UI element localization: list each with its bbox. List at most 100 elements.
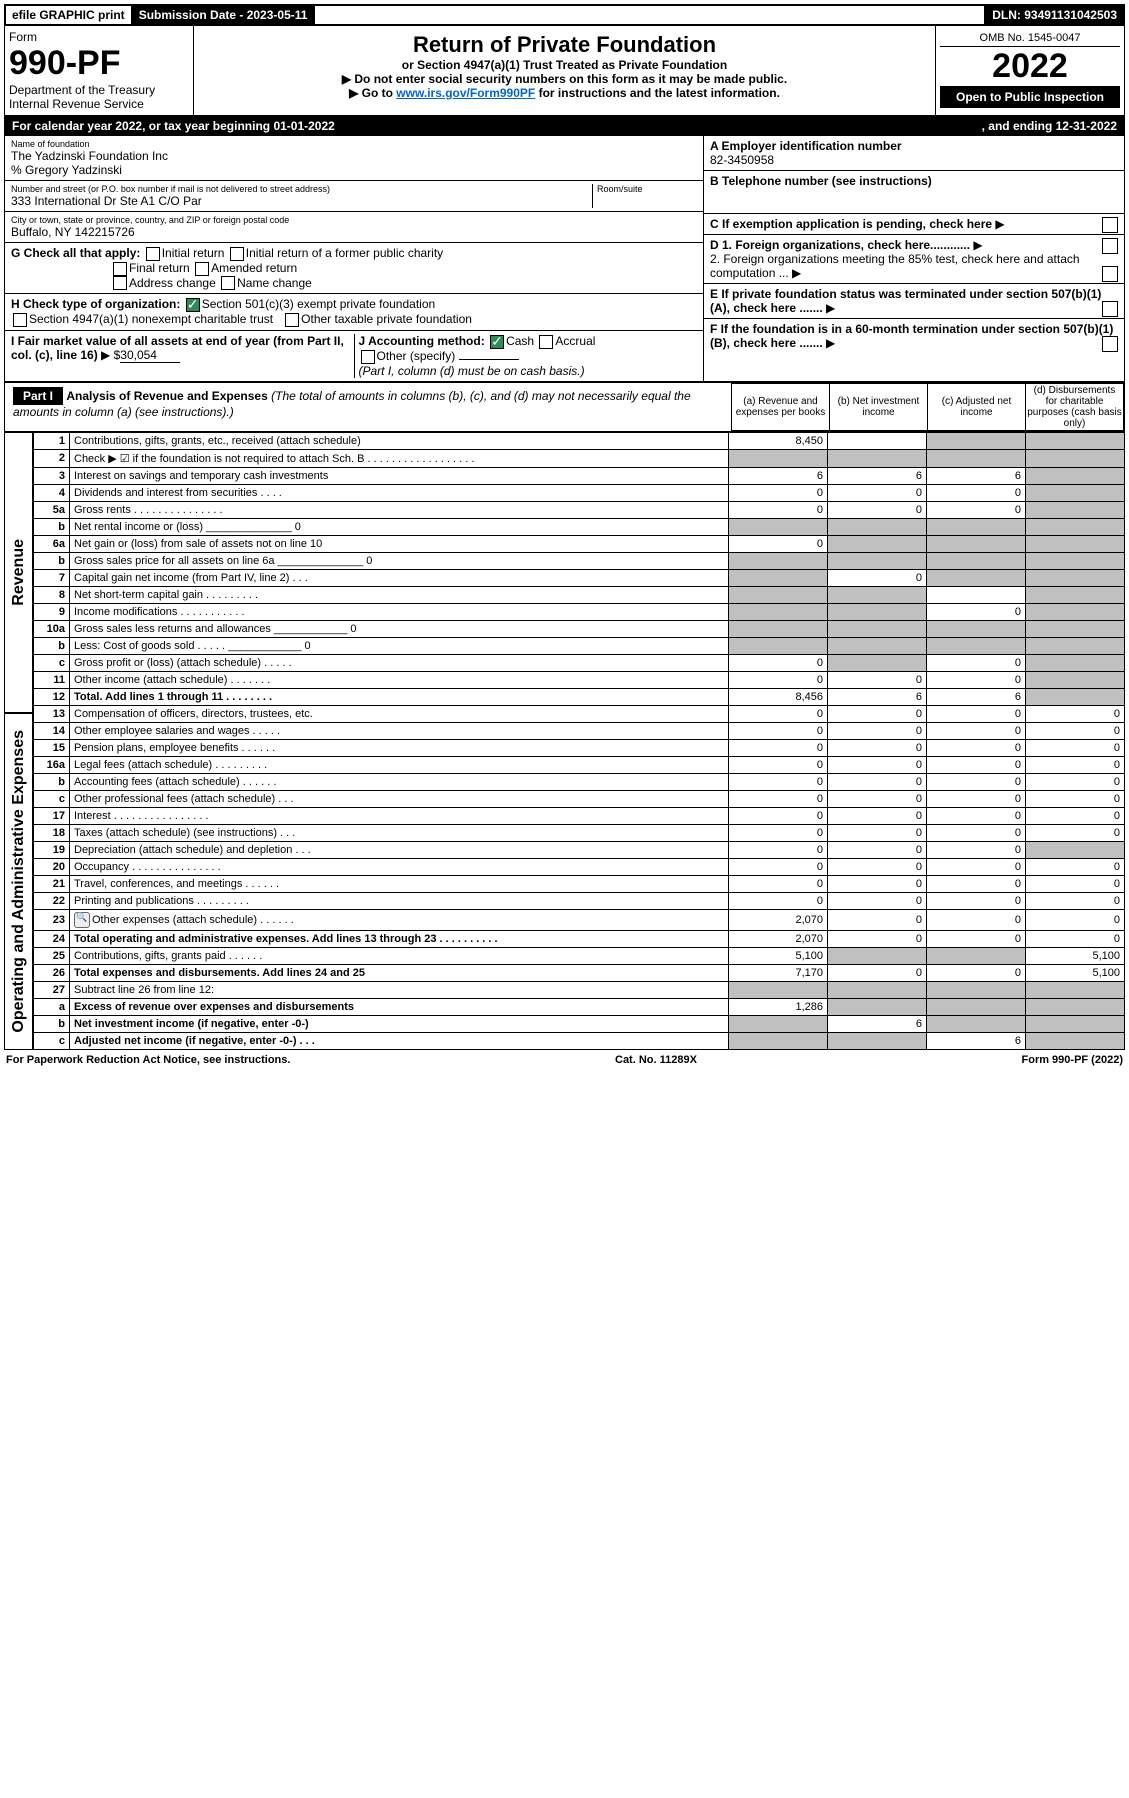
cell-d: 0 xyxy=(1026,722,1125,739)
cell-c: 0 xyxy=(927,484,1026,501)
attachment-icon[interactable] xyxy=(74,912,90,928)
cb-final-return[interactable] xyxy=(113,262,127,276)
cell-b xyxy=(828,586,927,603)
cb-501c3[interactable] xyxy=(186,298,200,312)
table-row: 10aGross sales less returns and allowanc… xyxy=(33,620,1125,637)
G-label: G Check all that apply: xyxy=(11,246,140,260)
cell-d xyxy=(1026,654,1125,671)
cell-b xyxy=(828,1032,927,1049)
cell-b: 0 xyxy=(828,909,927,930)
cell-c: 0 xyxy=(927,654,1026,671)
table-row: 12Total. Add lines 1 through 11 . . . . … xyxy=(33,688,1125,705)
cell-d xyxy=(1026,671,1125,688)
cell-a xyxy=(729,637,828,654)
cell-b: 0 xyxy=(828,501,927,518)
row-label: Accounting fees (attach schedule) . . . … xyxy=(70,773,729,790)
cb-name-change[interactable] xyxy=(221,276,235,290)
row-label: Gross rents . . . . . . . . . . . . . . … xyxy=(70,501,729,518)
table-row: 16aLegal fees (attach schedule) . . . . … xyxy=(33,756,1125,773)
row-label: Total. Add lines 1 through 11 . . . . . … xyxy=(70,688,729,705)
cell-d xyxy=(1026,998,1125,1015)
table-row: 5aGross rents . . . . . . . . . . . . . … xyxy=(33,501,1125,518)
row-label: Subtract line 26 from line 12: xyxy=(70,981,729,998)
table-row: cOther professional fees (attach schedul… xyxy=(33,790,1125,807)
cell-c xyxy=(927,586,1026,603)
cell-c: 0 xyxy=(927,790,1026,807)
table-row: cAdjusted net income (if negative, enter… xyxy=(33,1032,1125,1049)
cb-D1[interactable] xyxy=(1102,238,1118,254)
cell-b: 0 xyxy=(828,484,927,501)
cell-d xyxy=(1026,501,1125,518)
cb-E[interactable] xyxy=(1102,301,1118,317)
row-label: Net rental income or (loss) ____________… xyxy=(70,518,729,535)
row-number: 15 xyxy=(33,739,70,756)
entity-info: Name of foundation The Yadzinski Foundat… xyxy=(4,136,1125,382)
D1-label: D 1. Foreign organizations, check here..… xyxy=(710,238,970,252)
cell-a: 0 xyxy=(729,756,828,773)
cell-d: 0 xyxy=(1026,756,1125,773)
cb-F[interactable] xyxy=(1102,336,1118,352)
cell-b: 0 xyxy=(828,705,927,722)
cell-a: 0 xyxy=(729,722,828,739)
cell-c xyxy=(927,552,1026,569)
cb-initial-public[interactable] xyxy=(230,247,244,261)
row-number: 18 xyxy=(33,824,70,841)
cb-D2[interactable] xyxy=(1102,266,1118,282)
cell-a xyxy=(729,569,828,586)
cell-d xyxy=(1026,841,1125,858)
cell-b xyxy=(828,947,927,964)
row-number: 27 xyxy=(33,981,70,998)
table-row: 18Taxes (attach schedule) (see instructi… xyxy=(33,824,1125,841)
cell-b: 0 xyxy=(828,722,927,739)
footer-left: For Paperwork Reduction Act Notice, see … xyxy=(6,1054,290,1066)
row-label: Interest . . . . . . . . . . . . . . . . xyxy=(70,807,729,824)
row-number: 3 xyxy=(33,467,70,484)
street-address: 333 International Dr Ste A1 C/O Par xyxy=(11,194,592,208)
fmv-value: 30,054 xyxy=(120,348,180,363)
dln: DLN: 93491131042503 xyxy=(984,6,1123,24)
cb-amended[interactable] xyxy=(195,262,209,276)
cell-b: 6 xyxy=(828,467,927,484)
part1-label: Part I xyxy=(13,387,63,405)
cb-C[interactable] xyxy=(1102,217,1118,233)
B-label: B Telephone number (see instructions) xyxy=(710,174,932,188)
row-number: a xyxy=(33,998,70,1015)
J-note: (Part I, column (d) must be on cash basi… xyxy=(359,364,585,378)
row-number: 19 xyxy=(33,841,70,858)
inspection-badge: Open to Public Inspection xyxy=(940,86,1120,108)
cb-4947a1[interactable] xyxy=(13,313,27,327)
form-link[interactable]: www.irs.gov/Form990PF xyxy=(396,86,535,100)
row-number: 21 xyxy=(33,875,70,892)
cell-c: 6 xyxy=(927,467,1026,484)
cell-a xyxy=(729,620,828,637)
cb-other-method[interactable] xyxy=(361,350,375,364)
cell-c xyxy=(927,432,1026,449)
table-row: 11Other income (attach schedule) . . . .… xyxy=(33,671,1125,688)
row-label: Adjusted net income (if negative, enter … xyxy=(70,1032,729,1049)
cell-d xyxy=(1026,467,1125,484)
row-number: 25 xyxy=(33,947,70,964)
cb-address-change[interactable] xyxy=(113,276,127,290)
cell-c xyxy=(927,998,1026,1015)
row-number: c xyxy=(33,1032,70,1049)
cell-d: 0 xyxy=(1026,875,1125,892)
row-label: Total operating and administrative expen… xyxy=(70,930,729,947)
cb-initial-return[interactable] xyxy=(146,247,160,261)
row-label: Net investment income (if negative, ente… xyxy=(70,1015,729,1032)
D2-label: 2. Foreign organizations meeting the 85%… xyxy=(710,252,1080,280)
cell-c: 0 xyxy=(927,909,1026,930)
cb-accrual[interactable] xyxy=(539,335,553,349)
table-row: 19Depreciation (attach schedule) and dep… xyxy=(33,841,1125,858)
cell-b: 0 xyxy=(828,930,927,947)
cell-d xyxy=(1026,603,1125,620)
cell-a: 0 xyxy=(729,484,828,501)
row-label: Gross sales price for all assets on line… xyxy=(70,552,729,569)
efile-btn[interactable]: efile GRAPHIC print xyxy=(6,6,133,24)
table-row: bAccounting fees (attach schedule) . . .… xyxy=(33,773,1125,790)
cell-c: 0 xyxy=(927,773,1026,790)
cb-cash[interactable] xyxy=(490,335,504,349)
cb-other-taxable[interactable] xyxy=(285,313,299,327)
cell-a: 0 xyxy=(729,790,828,807)
row-number: 6a xyxy=(33,535,70,552)
cell-d xyxy=(1026,1015,1125,1032)
